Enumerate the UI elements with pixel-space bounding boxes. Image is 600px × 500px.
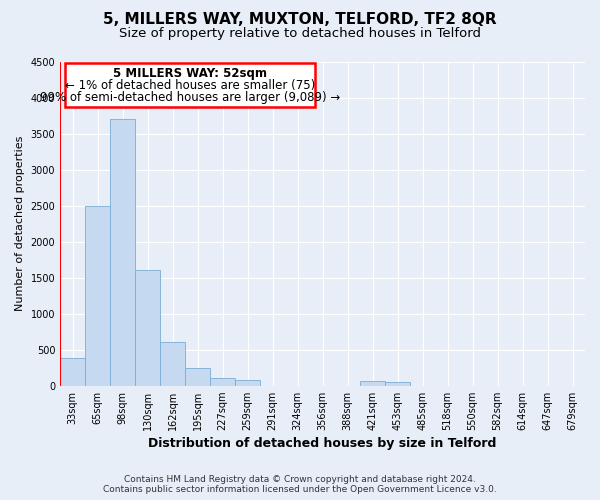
Bar: [385, 382, 410, 386]
Bar: [235, 380, 260, 386]
Bar: [185, 368, 210, 386]
Bar: [160, 342, 185, 386]
Text: 5, MILLERS WAY, MUXTON, TELFORD, TF2 8QR: 5, MILLERS WAY, MUXTON, TELFORD, TF2 8QR: [103, 12, 497, 28]
Bar: [135, 270, 160, 386]
Bar: [85, 206, 110, 386]
Bar: [110, 119, 135, 386]
Bar: [60, 358, 85, 386]
Text: 5 MILLERS WAY: 52sqm: 5 MILLERS WAY: 52sqm: [113, 68, 267, 80]
X-axis label: Distribution of detached houses by size in Telford: Distribution of detached houses by size …: [148, 437, 497, 450]
FancyBboxPatch shape: [65, 63, 315, 107]
Text: Contains HM Land Registry data © Crown copyright and database right 2024.
Contai: Contains HM Land Registry data © Crown c…: [103, 474, 497, 494]
Text: ← 1% of detached houses are smaller (75): ← 1% of detached houses are smaller (75): [65, 80, 315, 92]
Y-axis label: Number of detached properties: Number of detached properties: [15, 136, 25, 312]
Text: Size of property relative to detached houses in Telford: Size of property relative to detached ho…: [119, 28, 481, 40]
Text: 99% of semi-detached houses are larger (9,089) →: 99% of semi-detached houses are larger (…: [40, 90, 340, 104]
Bar: [210, 378, 235, 386]
Bar: [360, 382, 385, 386]
